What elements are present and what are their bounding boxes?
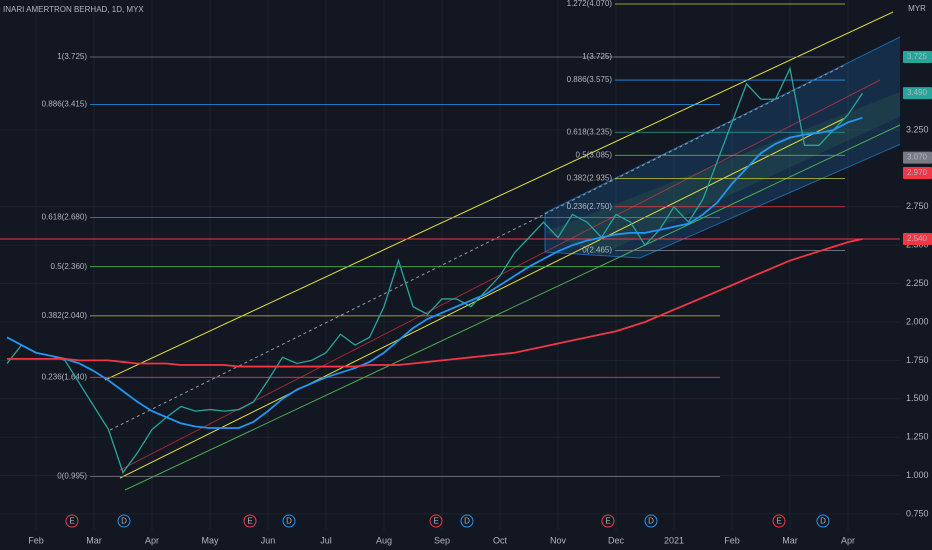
x-tick-label: Aug — [376, 535, 392, 545]
y-tick-label: 1.750 — [906, 355, 929, 365]
trend-line — [124, 124, 901, 491]
event-marker — [460, 514, 474, 528]
fib-label: 0(2.465) — [582, 246, 612, 255]
y-tick-label: 2.000 — [906, 316, 929, 326]
price-tag-label: 2.540 — [907, 234, 928, 243]
x-tick-label: Mar — [782, 535, 798, 545]
price-tag — [903, 166, 932, 179]
x-tick-label: Jun — [261, 535, 276, 545]
x-tick-label: Oct — [493, 535, 508, 545]
channel-upper — [104, 11, 894, 381]
regression-channel — [544, 31, 911, 259]
event-marker — [644, 514, 658, 528]
price-tag — [903, 87, 932, 100]
event-label: D — [121, 517, 127, 526]
fib-label: 1(3.725) — [57, 52, 87, 61]
x-tick-label: Feb — [724, 535, 740, 545]
event-marker — [429, 514, 443, 528]
x-tick-label: Jul — [320, 535, 332, 545]
price-tag-label: 2.970 — [907, 168, 928, 177]
price-tag-label: 3.070 — [907, 153, 928, 162]
y-tick-label: 2.250 — [906, 278, 929, 288]
event-marker — [282, 514, 296, 528]
event-marker — [601, 514, 615, 528]
axis-unit: MYR — [908, 4, 926, 13]
event-marker — [117, 514, 131, 528]
fib-label: 0.5(2.360) — [51, 262, 88, 271]
series-line — [7, 238, 863, 368]
channel-mid — [109, 64, 846, 431]
chart-title: INARI AMERTRON BERHAD, 1D, MYX — [3, 5, 144, 14]
fib-label: 0.382(2.935) — [567, 173, 613, 182]
y-tick-label: 1.000 — [906, 470, 929, 480]
fib-label: 0(0.995) — [57, 471, 87, 480]
x-tick-label: 2021 — [664, 535, 684, 545]
fib-label: 0.618(2.680) — [42, 213, 88, 222]
x-tick-label: Nov — [550, 535, 567, 545]
event-label: E — [605, 517, 610, 526]
fib-label: 0.618(3.235) — [567, 127, 613, 136]
event-label: D — [648, 517, 654, 526]
price-tag — [903, 151, 932, 164]
x-tick-label: Sep — [434, 535, 450, 545]
y-tick-label: 3.250 — [906, 124, 929, 134]
regression-center — [545, 88, 910, 255]
price-axis — [900, 0, 932, 530]
y-tick-label: 2.750 — [906, 201, 929, 211]
event-label: D — [820, 517, 826, 526]
fib-label: 0.5(3.085) — [576, 150, 613, 159]
event-marker — [816, 514, 830, 528]
fib-label: 0.236(1.640) — [42, 372, 88, 381]
fib-label: 0.236(2.750) — [567, 202, 613, 211]
event-label: E — [776, 517, 781, 526]
drawings — [104, 11, 911, 491]
event-label: D — [286, 517, 292, 526]
fib-label: 0.382(2.040) — [42, 311, 88, 320]
event-label: E — [69, 517, 74, 526]
fib-label: 0.886(3.415) — [42, 100, 88, 109]
price-tag — [903, 50, 932, 63]
grid — [0, 0, 900, 530]
fib-label: 1.272(4.070) — [567, 0, 613, 8]
y-tick-label: 0.750 — [906, 508, 929, 518]
event-label: E — [433, 517, 438, 526]
y-tick-label: 1.250 — [906, 432, 929, 442]
series-line — [6, 66, 864, 474]
y-tick-label: 1.500 — [906, 393, 929, 403]
x-tick-label: Apr — [145, 535, 159, 545]
price-tag-label: 3.490 — [907, 88, 928, 97]
x-tick-label: Mar — [86, 535, 102, 545]
price-tag — [903, 233, 932, 246]
x-tick-label: Dec — [608, 535, 625, 545]
price-tag-label: 3.725 — [907, 52, 928, 61]
fib-label: 0.886(3.575) — [567, 75, 613, 84]
x-tick-label: Feb — [28, 535, 44, 545]
event-marker — [65, 514, 79, 528]
event-marker — [243, 514, 257, 528]
event-label: D — [464, 517, 470, 526]
x-tick-label: May — [201, 535, 219, 545]
series-line — [6, 116, 863, 429]
event-marker — [772, 514, 786, 528]
fib-label: 1(3.725) — [582, 52, 612, 61]
event-label: E — [247, 517, 252, 526]
x-tick-label: Apr — [841, 535, 855, 545]
